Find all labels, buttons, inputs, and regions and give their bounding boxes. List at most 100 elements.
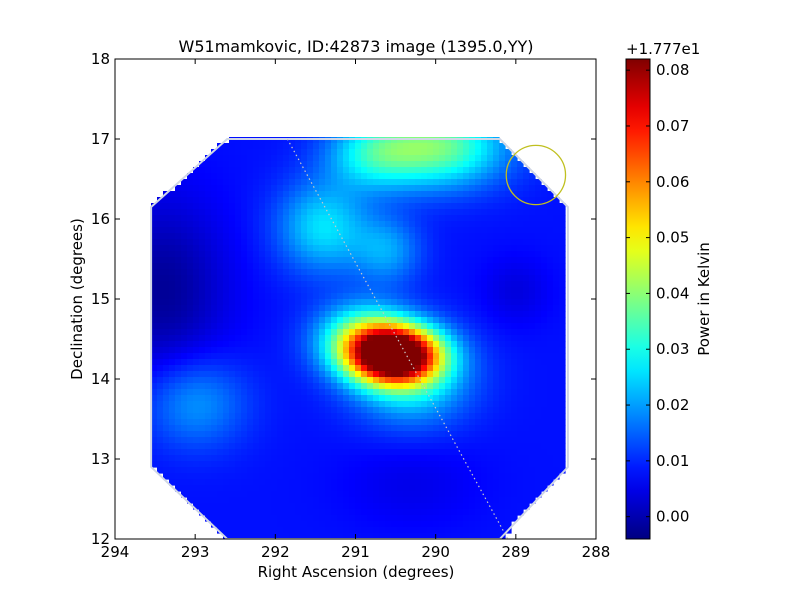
heatmap-cell — [487, 485, 494, 492]
heatmap-cell — [391, 233, 398, 240]
heatmap-cell — [439, 143, 446, 150]
heatmap-cell — [283, 239, 290, 246]
heatmap-cell — [313, 419, 320, 426]
heatmap-cell — [295, 161, 302, 168]
heatmap-cell — [337, 431, 344, 438]
x-tick-label: 291 — [341, 543, 370, 561]
heatmap-cell — [241, 143, 248, 150]
heatmap-cell — [295, 365, 302, 372]
heatmap-cell — [463, 395, 470, 402]
heatmap-cell — [409, 197, 416, 204]
heatmap-cell — [163, 449, 170, 456]
heatmap-cell — [505, 365, 512, 372]
heatmap-cell — [205, 293, 212, 300]
heatmap-cell — [289, 317, 296, 324]
heatmap-cell — [277, 461, 284, 468]
heatmap-cell — [253, 521, 260, 528]
heatmap-cell — [307, 227, 314, 234]
heatmap-cell — [259, 161, 266, 168]
heatmap-cell — [469, 527, 476, 534]
heatmap-cell — [193, 359, 200, 366]
heatmap-cell — [451, 311, 458, 318]
heatmap-cell — [391, 449, 398, 456]
heatmap-cell — [421, 407, 428, 414]
heatmap-cell — [151, 407, 158, 414]
heatmap-cell — [559, 257, 566, 264]
heatmap-cell — [241, 425, 248, 432]
heatmap-cell — [367, 185, 374, 192]
heatmap-cell — [385, 335, 392, 342]
heatmap-cell — [349, 377, 356, 384]
heatmap-cell — [367, 515, 374, 522]
heatmap-cell — [277, 509, 284, 516]
heatmap-cell — [427, 533, 434, 539]
heatmap-cell — [271, 263, 278, 270]
heatmap-cell — [151, 281, 158, 288]
heatmap-cell — [409, 329, 416, 336]
heatmap-cell — [223, 515, 230, 522]
heatmap-cell — [211, 473, 218, 480]
heatmap-cell — [547, 359, 554, 366]
heatmap-cell — [247, 473, 254, 480]
heatmap-cell — [481, 347, 488, 354]
heatmap-cell — [379, 167, 386, 174]
heatmap-cell — [367, 197, 374, 204]
heatmap-cell — [439, 323, 446, 330]
heatmap-cell — [439, 137, 446, 144]
heatmap-cell — [427, 203, 434, 210]
heatmap-cell — [427, 287, 434, 294]
heatmap-cell — [295, 443, 302, 450]
heatmap-cell — [265, 227, 272, 234]
heatmap-cell — [367, 233, 374, 240]
heatmap-cell — [481, 287, 488, 294]
heatmap-cell — [307, 503, 314, 510]
heatmap-cell — [361, 479, 368, 486]
heatmap-cell — [283, 191, 290, 198]
heatmap-cell — [157, 413, 164, 420]
heatmap-cell — [529, 179, 536, 186]
heatmap-cell — [499, 167, 506, 174]
heatmap-cell — [397, 407, 404, 414]
heatmap-cell — [505, 317, 512, 324]
heatmap-cell — [403, 251, 410, 258]
heatmap-cell — [283, 263, 290, 270]
heatmap-cell — [151, 371, 158, 378]
heatmap-cell — [397, 329, 404, 336]
heatmap-cell — [205, 275, 212, 282]
heatmap-cell — [235, 383, 242, 390]
heatmap-cell — [403, 329, 410, 336]
heatmap-cell — [421, 503, 428, 510]
heatmap-cell — [457, 269, 464, 276]
heatmap-cell — [385, 377, 392, 384]
heatmap-cell — [475, 227, 482, 234]
heatmap-cell — [379, 155, 386, 162]
heatmap-cell — [283, 407, 290, 414]
heatmap-cell — [157, 251, 164, 258]
heatmap-cell — [325, 335, 332, 342]
heatmap-cell — [265, 137, 272, 144]
heatmap-cell — [169, 359, 176, 366]
heatmap-cell — [463, 221, 470, 228]
y-tick-label: 14 — [91, 370, 110, 388]
heatmap-cell — [463, 509, 470, 516]
heatmap-cell — [283, 329, 290, 336]
heatmap-cell — [487, 533, 494, 539]
heatmap-cell — [157, 407, 164, 414]
heatmap-cell — [427, 485, 434, 492]
heatmap-cell — [523, 443, 530, 450]
heatmap-cell — [469, 359, 476, 366]
heatmap-cell — [523, 209, 530, 216]
heatmap-cell — [439, 317, 446, 324]
heatmap-cell — [331, 347, 338, 354]
heatmap-cell — [499, 365, 506, 372]
heatmap-cell — [481, 515, 488, 522]
heatmap-cell — [283, 431, 290, 438]
heatmap-cell — [361, 491, 368, 498]
heatmap-cell — [517, 503, 524, 510]
heatmap-cell — [355, 287, 362, 294]
heatmap-cell — [451, 371, 458, 378]
heatmap-cell — [367, 371, 374, 378]
heatmap-cell — [241, 203, 248, 210]
heatmap-cell — [289, 467, 296, 474]
heatmap-cell — [175, 449, 182, 456]
